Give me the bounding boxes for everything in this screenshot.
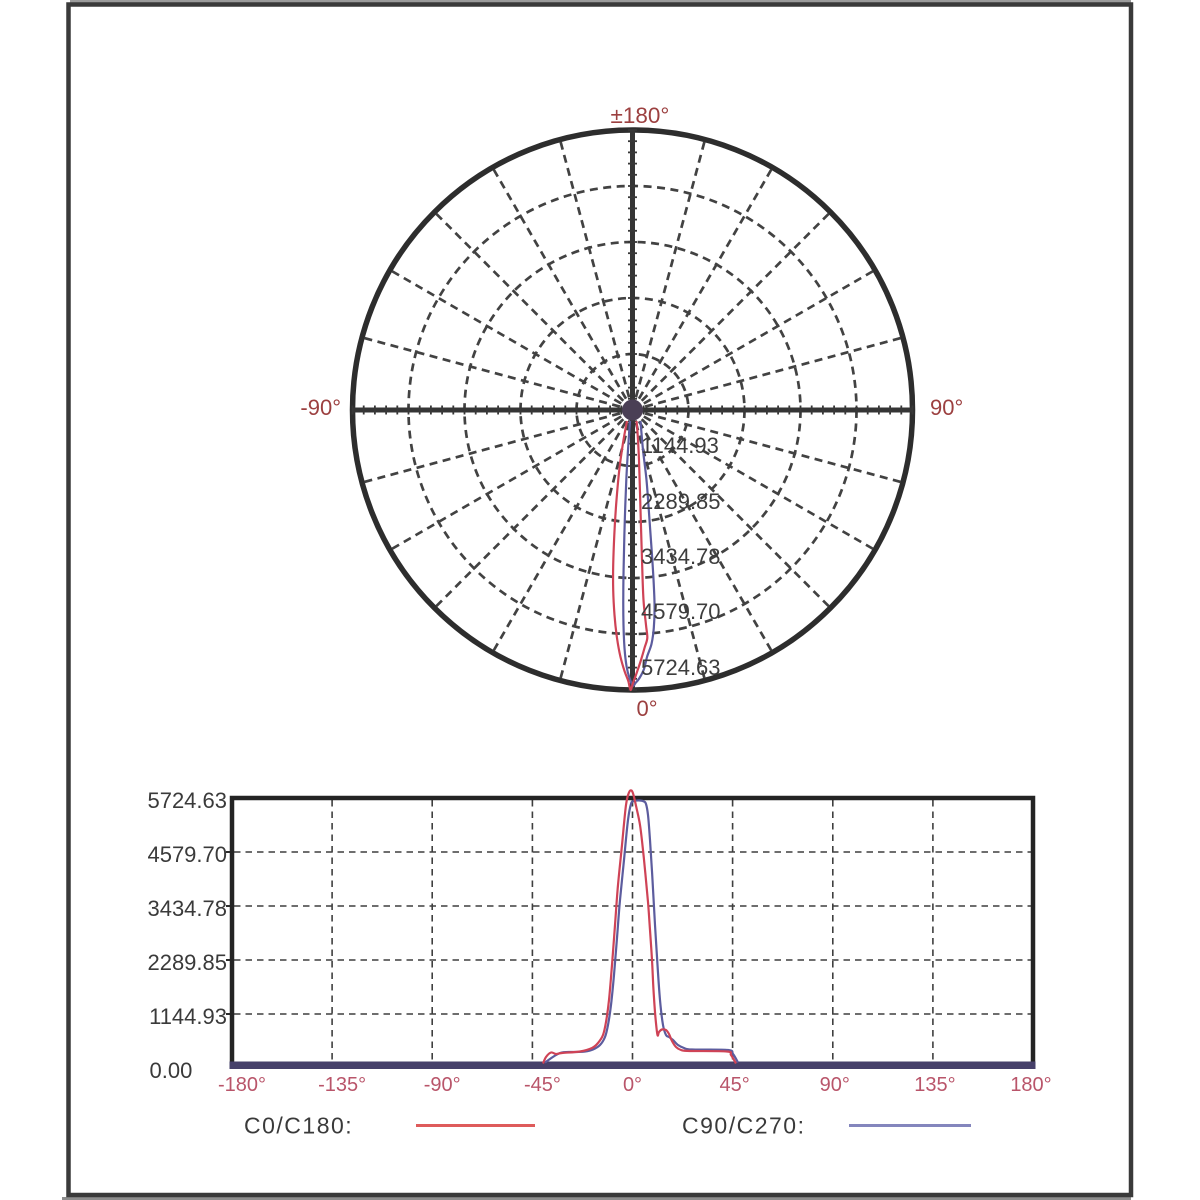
- svg-text:±180°: ±180°: [611, 103, 670, 128]
- svg-text:-90°: -90°: [424, 1074, 461, 1096]
- svg-text:C90/C270:: C90/C270:: [682, 1113, 805, 1139]
- svg-text:-90°: -90°: [300, 395, 341, 420]
- svg-text:0.00: 0.00: [150, 1058, 193, 1083]
- svg-text:2289.85: 2289.85: [641, 489, 721, 514]
- svg-text:135°: 135°: [914, 1074, 955, 1096]
- svg-text:90°: 90°: [930, 395, 963, 420]
- svg-text:4579.70: 4579.70: [147, 842, 227, 867]
- svg-text:-180°: -180°: [218, 1074, 266, 1096]
- svg-text:180°: 180°: [1010, 1074, 1051, 1096]
- svg-text:1144.93: 1144.93: [149, 1004, 227, 1029]
- svg-text:3434.78: 3434.78: [147, 896, 227, 921]
- svg-text:0°: 0°: [623, 1074, 642, 1096]
- svg-text:5724.63: 5724.63: [641, 655, 721, 680]
- svg-text:5724.63: 5724.63: [147, 788, 227, 813]
- svg-text:2289.85: 2289.85: [147, 950, 227, 975]
- svg-text:4579.70: 4579.70: [641, 599, 721, 624]
- svg-text:-45°: -45°: [524, 1074, 561, 1096]
- svg-text:C0/C180:: C0/C180:: [244, 1113, 353, 1139]
- svg-text:1144.93: 1144.93: [641, 433, 719, 458]
- svg-text:45°: 45°: [719, 1074, 749, 1096]
- svg-text:90°: 90°: [820, 1074, 850, 1096]
- svg-text:-135°: -135°: [318, 1074, 366, 1096]
- svg-text:3434.78: 3434.78: [641, 544, 721, 569]
- svg-text:0°: 0°: [636, 696, 657, 721]
